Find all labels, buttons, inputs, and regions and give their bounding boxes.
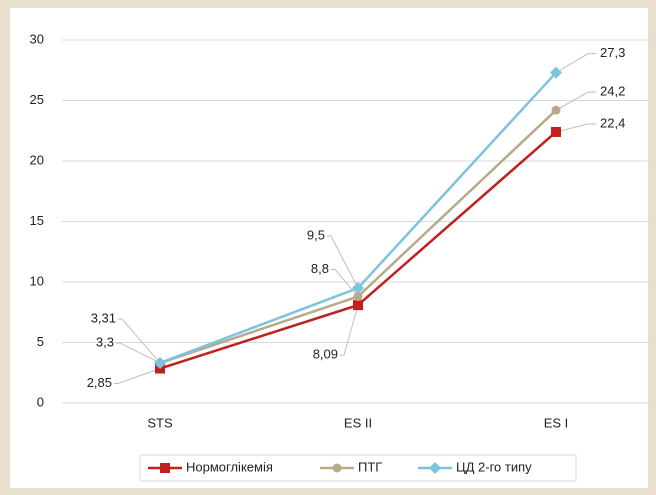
x-tick-label: STS bbox=[147, 415, 173, 430]
data-label: 3,3 bbox=[96, 335, 114, 350]
data-label: 8,8 bbox=[311, 261, 329, 276]
y-tick-label: 15 bbox=[30, 213, 44, 228]
legend-label: Нормоглікемія bbox=[186, 459, 273, 474]
y-tick-label: 25 bbox=[30, 92, 44, 107]
data-point bbox=[353, 300, 363, 311]
data-label: 3,31 bbox=[91, 310, 116, 325]
y-tick-label: 20 bbox=[30, 152, 44, 167]
y-tick-label: 0 bbox=[37, 394, 44, 409]
leader-line bbox=[555, 91, 596, 111]
y-tick-label: 10 bbox=[30, 273, 44, 288]
data-point bbox=[551, 105, 561, 115]
data-label: 27,3 bbox=[600, 45, 625, 60]
data-point bbox=[551, 126, 561, 137]
legend-marker bbox=[160, 463, 170, 473]
leader-line bbox=[114, 368, 161, 385]
x-tick-label: ES II bbox=[344, 415, 372, 430]
data-label: 8,09 bbox=[313, 347, 338, 362]
data-label: 9,5 bbox=[307, 227, 325, 242]
data-label: 2,85 bbox=[87, 375, 112, 390]
leader-line bbox=[118, 318, 161, 364]
leader-line bbox=[116, 342, 161, 364]
data-point bbox=[154, 356, 166, 369]
leader-line bbox=[555, 53, 596, 74]
data-label: 22,4 bbox=[600, 115, 625, 130]
x-tick-label: ES I bbox=[544, 415, 569, 430]
legend-label: ЦД 2-го типу bbox=[456, 459, 532, 474]
legend-marker bbox=[429, 462, 441, 474]
leader-line bbox=[555, 123, 596, 133]
data-point bbox=[353, 292, 363, 302]
legend-label: ПТГ bbox=[358, 459, 382, 474]
legend-marker bbox=[332, 463, 342, 473]
data-label: 24,2 bbox=[600, 84, 625, 99]
data-point bbox=[352, 282, 364, 295]
legend-box bbox=[139, 454, 577, 482]
leader-line bbox=[331, 269, 359, 297]
leader-line bbox=[327, 235, 359, 289]
y-tick-label: 30 bbox=[30, 31, 44, 46]
y-tick-label: 5 bbox=[37, 334, 44, 349]
leader-line bbox=[340, 304, 359, 356]
data-point bbox=[550, 66, 562, 79]
